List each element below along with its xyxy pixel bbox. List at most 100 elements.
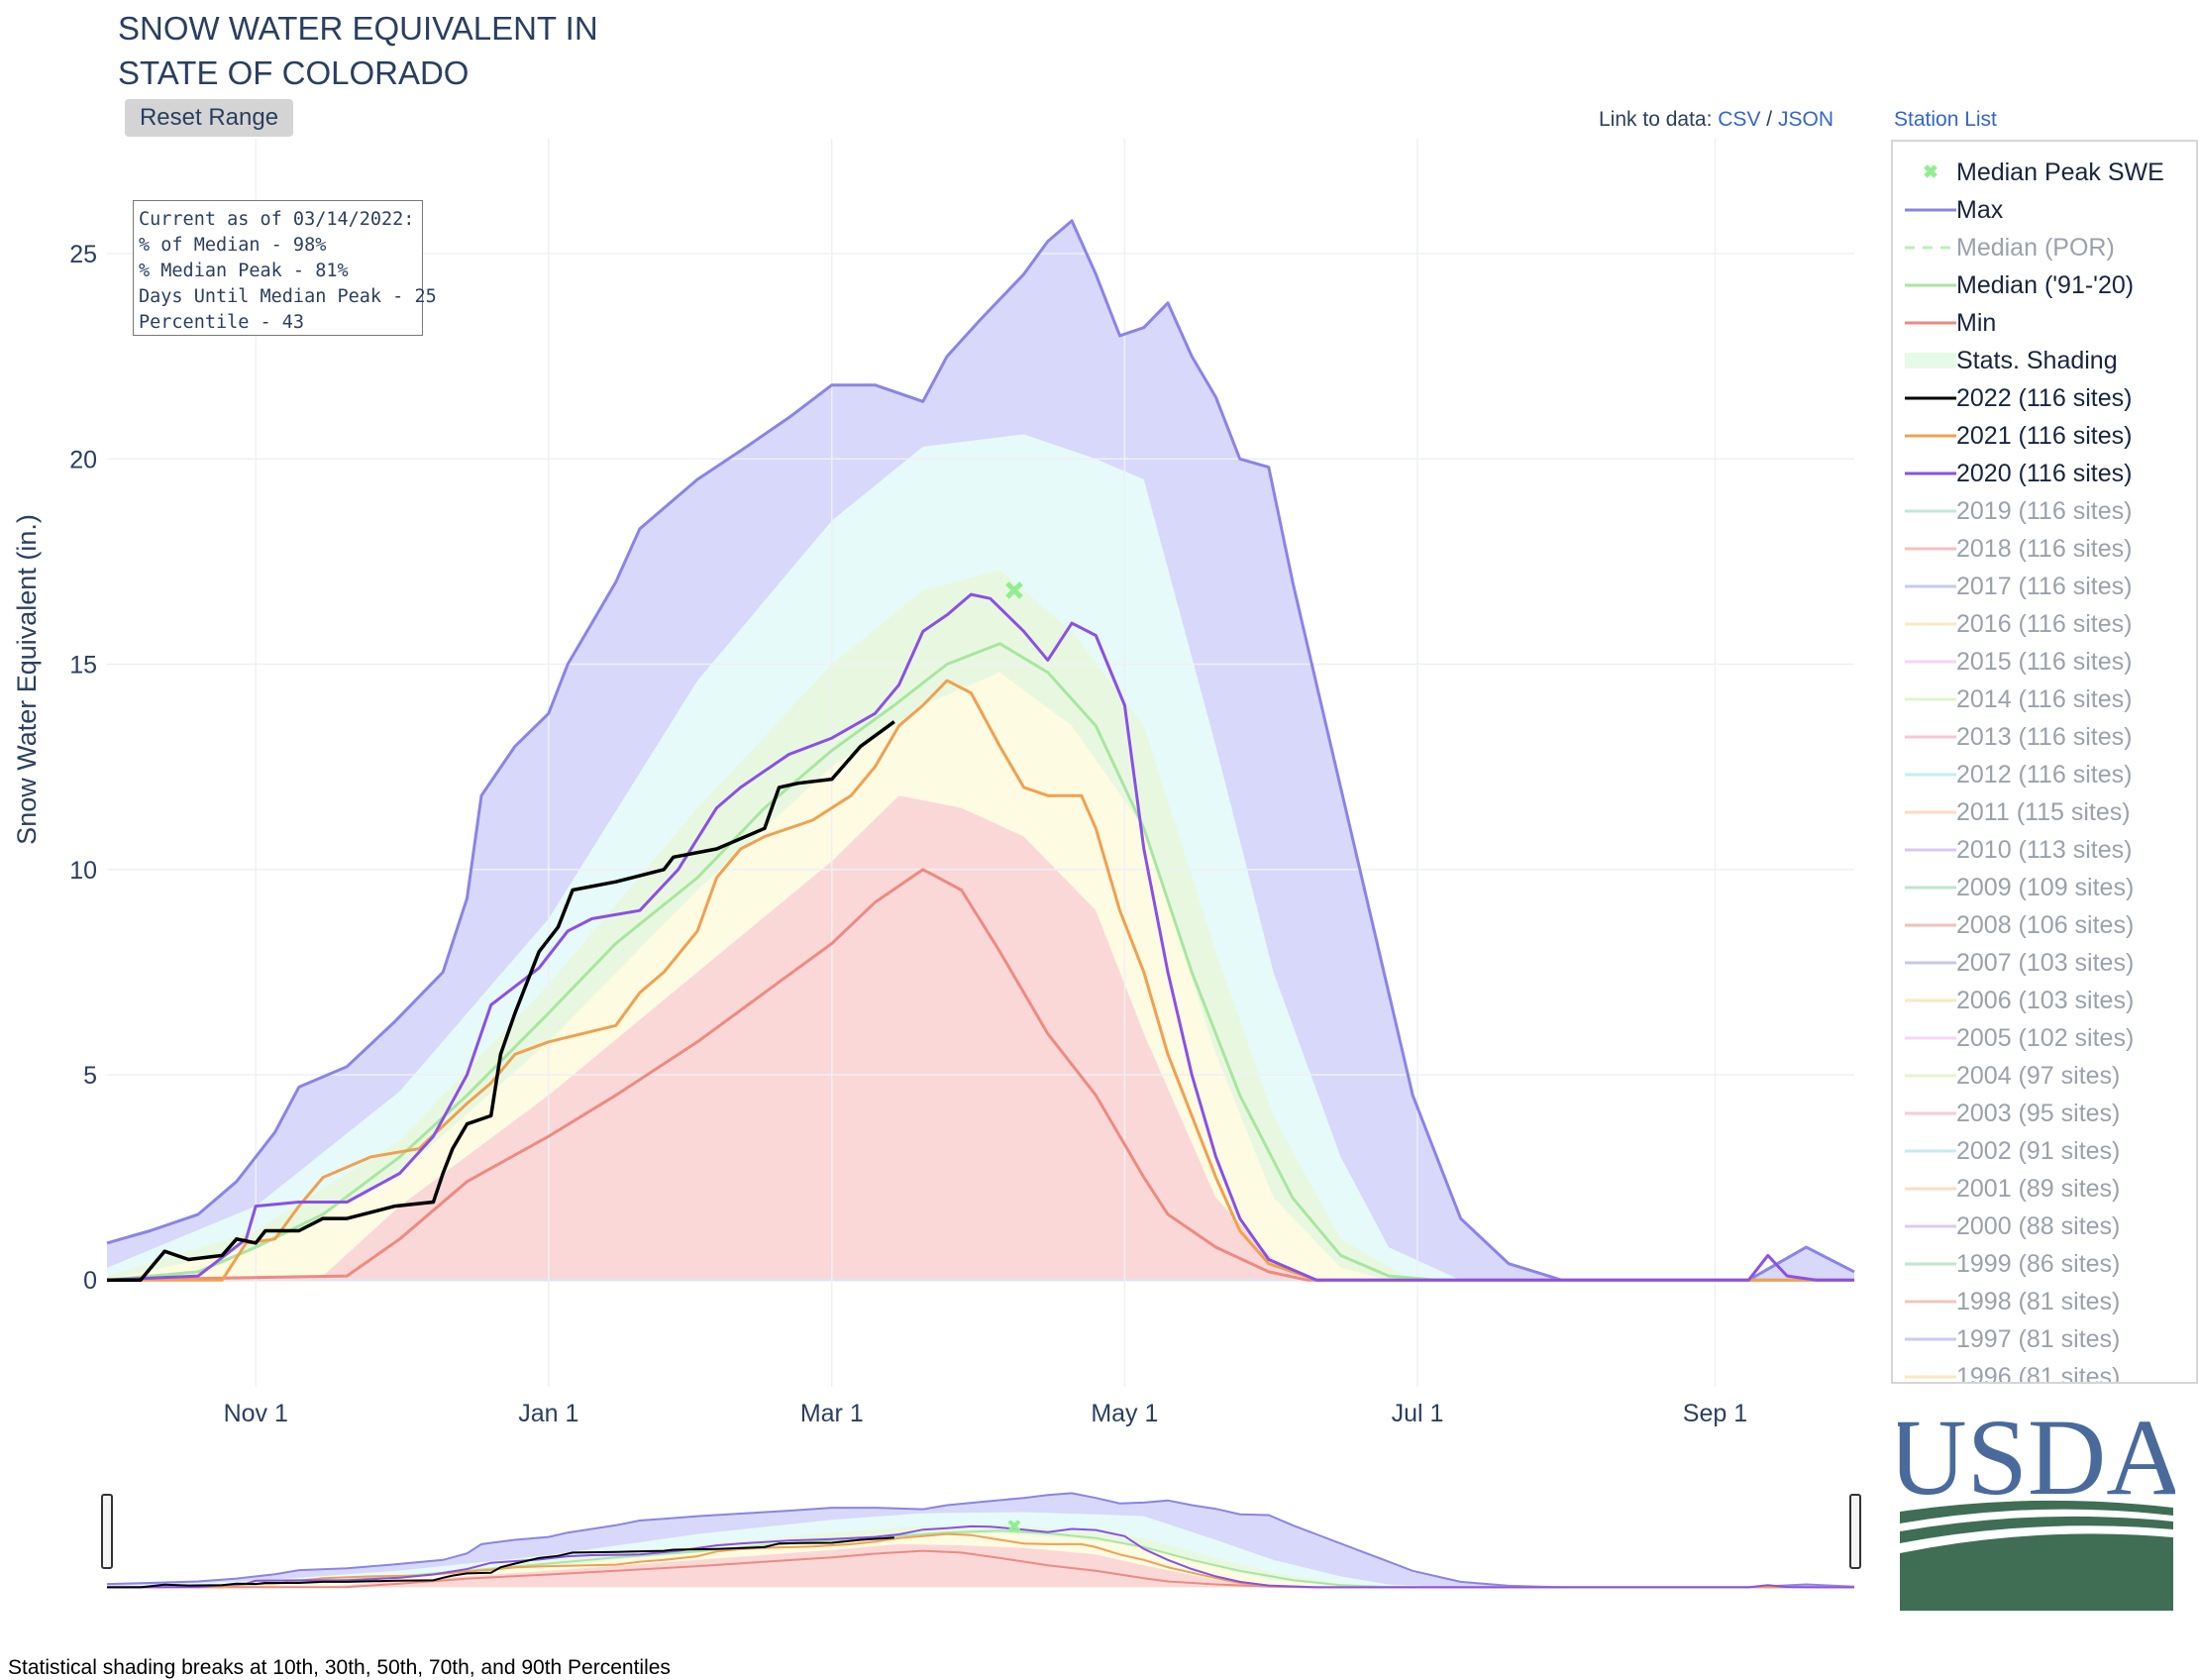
y-tick-label: 0 — [83, 1267, 97, 1295]
y-tick-label: 15 — [69, 652, 97, 680]
axis-ticks: 0 5 10 15 20 25 Nov 1 Jan 1 Mar 1 May 1 Jul 1 Sep 1 — [69, 241, 1747, 1427]
legend-item-2002-91-sites[interactable]: 2002 (91 sites) — [1893, 1132, 2196, 1170]
legend-line-icon — [1905, 283, 1956, 287]
legend-symbol — [1893, 266, 1956, 304]
legend-item-2018-116-sites[interactable]: 2018 (116 sites) — [1893, 530, 2196, 568]
legend-item-2009-109-sites[interactable]: 2009 (109 sites) — [1893, 869, 2196, 906]
legend-item-2001-89-sites[interactable]: 2001 (89 sites) — [1893, 1170, 2196, 1208]
legend-label: 2001 (89 sites) — [1956, 1174, 2121, 1203]
usda-logo-text: USDA — [1898, 1413, 2175, 1518]
legend-symbol — [1893, 342, 1956, 379]
legend-line-icon — [1905, 321, 1956, 325]
series-line-2021-116-sites — [107, 679, 1854, 1282]
legend-item-2005-102-sites[interactable]: 2005 (102 sites) — [1893, 1019, 2196, 1057]
legend-item-2016-116-sites[interactable]: 2016 (116 sites) — [1893, 605, 2196, 643]
legend-symbol — [1893, 229, 1956, 266]
legend-label: Max — [1956, 195, 2004, 224]
legend-symbol — [1893, 1358, 1956, 1382]
stats-shading-band-3 — [107, 795, 1854, 1281]
range-slider-left-handle[interactable] — [101, 1494, 113, 1569]
legend-item-2019-116-sites[interactable]: 2019 (116 sites) — [1893, 492, 2196, 530]
legend-item-2007-103-sites[interactable]: 2007 (103 sites) — [1893, 944, 2196, 982]
legend-line-icon — [1905, 509, 1956, 513]
legend-item-1999-86-sites[interactable]: 1999 (86 sites) — [1893, 1245, 2196, 1283]
legend-label: Min — [1956, 308, 1997, 337]
legend-line-icon — [1905, 810, 1956, 814]
legend-symbol — [1893, 643, 1956, 681]
legend-item-2000-88-sites[interactable]: 2000 (88 sites) — [1893, 1208, 2196, 1245]
legend-label: Median Peak SWE — [1956, 158, 2164, 186]
legend-label: 2014 (116 sites) — [1956, 684, 2133, 713]
x-tick-label: Jul 1 — [1392, 1400, 1444, 1427]
legend-item-2010-113-sites[interactable]: 2010 (113 sites) — [1893, 831, 2196, 869]
legend-label: 2012 (116 sites) — [1956, 760, 2133, 788]
legend-item-2006-103-sites[interactable]: 2006 (103 sites) — [1893, 982, 2196, 1019]
range-slider-right-handle[interactable] — [1849, 1494, 1861, 1569]
json-link[interactable]: JSON — [1777, 108, 1833, 131]
y-axis-label: Snow Water Equivalent (in.) — [12, 514, 42, 845]
legend-item-1998-81-sites[interactable]: 1998 (81 sites) — [1893, 1283, 2196, 1320]
legend-label: 2011 (115 sites) — [1956, 797, 2131, 826]
legend-label: 1999 (86 sites) — [1956, 1249, 2121, 1278]
legend-symbol — [1893, 1057, 1956, 1095]
legend-line-icon — [1905, 472, 1956, 475]
mini-series-line-min — [106, 1549, 1854, 1589]
footnote: Statistical shading breaks at 10th, 30th… — [8, 1656, 671, 1679]
legend-symbol — [1893, 191, 1956, 229]
legend-item-1997-81-sites[interactable]: 1997 (81 sites) — [1893, 1320, 2196, 1358]
legend-symbol — [1893, 379, 1956, 417]
legend-line-icon — [1905, 735, 1956, 739]
legend-symbol — [1893, 944, 1956, 982]
legend-item-2021-116-sites[interactable]: 2021 (116 sites) — [1893, 417, 2196, 455]
legend-symbol — [1893, 455, 1956, 492]
legend-item-1996-81-sites[interactable]: 1996 (81 sites) — [1893, 1358, 2196, 1382]
current-status-box: Current as of 03/14/2022: % of Median - … — [133, 200, 437, 336]
chart-area[interactable]: 0 5 10 15 20 25 Nov 1 Jan 1 Mar 1 May 1 Jul 1 Sep 1… — [0, 0, 1882, 1680]
legend-symbol — [1893, 1245, 1956, 1283]
legend-label: 2006 (103 sites) — [1956, 986, 2135, 1014]
legend-item-stats-shading[interactable]: Stats. Shading — [1893, 342, 2196, 379]
legend-label: 2009 (109 sites) — [1956, 873, 2135, 901]
legend-item-2013-116-sites[interactable]: 2013 (116 sites) — [1893, 718, 2196, 756]
station-list-link[interactable]: Station List — [1894, 108, 1997, 131]
legend-item-2014-116-sites[interactable]: 2014 (116 sites) — [1893, 681, 2196, 718]
legend-line-icon — [1905, 961, 1956, 965]
legend-label: Median ('91-'20) — [1956, 270, 2135, 299]
legend-item-2011-115-sites[interactable]: 2011 (115 sites) — [1893, 793, 2196, 831]
series-line-median-91-20 — [106, 642, 1854, 1282]
legend-symbol — [1893, 417, 1956, 455]
legend-item-2022-116-sites[interactable]: 2022 (116 sites) — [1893, 379, 2196, 417]
csv-link[interactable]: CSV — [1718, 108, 1761, 131]
legend-item-2008-106-sites[interactable]: 2008 (106 sites) — [1893, 906, 2196, 944]
legend-label: 2016 (116 sites) — [1956, 609, 2133, 638]
y-tick-label: 10 — [69, 857, 97, 885]
legend-item-2017-116-sites[interactable]: 2017 (116 sites) — [1893, 568, 2196, 605]
legend-line-icon — [1905, 622, 1956, 626]
legend-item-2004-97-sites[interactable]: 2004 (97 sites) — [1893, 1057, 2196, 1095]
x-tick-label: May 1 — [1091, 1400, 1158, 1427]
legend-item-2003-95-sites[interactable]: 2003 (95 sites) — [1893, 1095, 2196, 1132]
legend-item-median-peak-swe[interactable]: Median Peak SWE — [1893, 154, 2196, 191]
legend-label: 2000 (88 sites) — [1956, 1211, 2121, 1240]
legend-label: 2010 (113 sites) — [1956, 835, 2133, 864]
mini-series-line-2021-116-sites — [107, 1532, 1854, 1589]
range-slider[interactable] — [106, 1481, 1855, 1602]
legend: Median Peak SWE Max Median (POR) Median ('9… — [1891, 140, 2198, 1384]
legend-line-icon — [1905, 547, 1956, 551]
legend-item-2015-116-sites[interactable]: 2015 (116 sites) — [1893, 643, 2196, 681]
legend-item-2012-116-sites[interactable]: 2012 (116 sites) — [1893, 756, 2196, 793]
x-tick-label: Nov 1 — [224, 1400, 288, 1427]
legend-item-min[interactable]: Min — [1893, 304, 2196, 342]
info-percent-median: % of Median - 98% — [139, 235, 327, 256]
legend-symbol — [1893, 1095, 1956, 1132]
reset-range-button[interactable]: Reset Range — [125, 99, 293, 137]
data-links: Link to data: CSV / JSON — [1599, 108, 1833, 132]
legend-item-2020-116-sites[interactable]: 2020 (116 sites) — [1893, 455, 2196, 492]
legend-symbol — [1893, 1132, 1956, 1170]
legend-item-median-91-20[interactable]: Median ('91-'20) — [1893, 266, 2196, 304]
legend-item-max[interactable]: Max — [1893, 191, 2196, 229]
legend-symbol — [1893, 681, 1956, 718]
mini-series-line-max — [106, 1492, 1855, 1589]
legend-line-icon — [1905, 1337, 1956, 1341]
legend-item-median-por[interactable]: Median (POR) — [1893, 229, 2196, 266]
